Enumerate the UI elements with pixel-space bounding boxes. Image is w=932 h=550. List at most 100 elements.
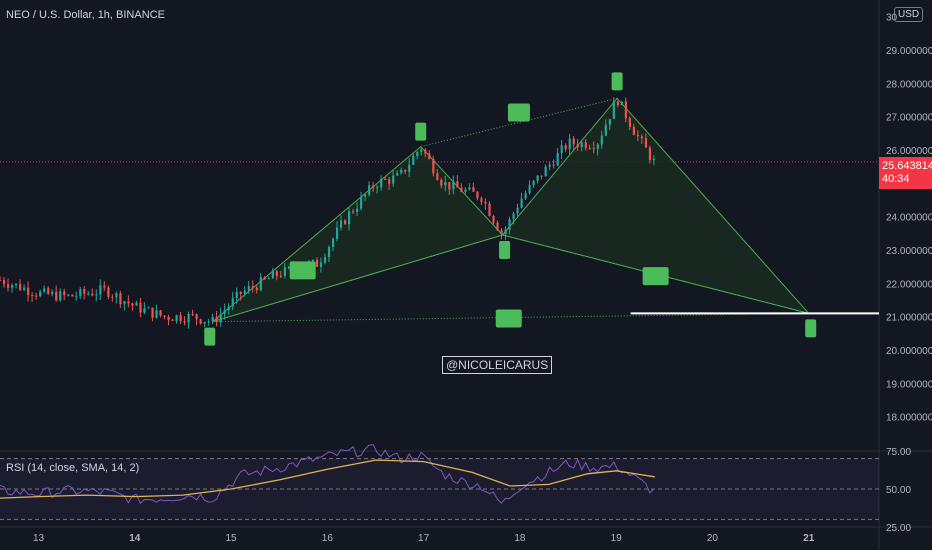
candle-body [179, 315, 182, 322]
candle-body [235, 291, 238, 299]
candle-body [564, 145, 567, 150]
leg-xd-ratio-marker [495, 309, 522, 328]
time-tick-label: 19 [611, 533, 623, 544]
rsi-pane: 25.00 50.00 75.00 [0, 444, 911, 534]
candle-body [628, 118, 632, 128]
candle-body [43, 288, 46, 292]
candle-body [416, 152, 419, 157]
price-tick-label: 24.000000 [886, 213, 932, 224]
pattern-markers [204, 72, 817, 346]
candle-body [271, 271, 274, 279]
candle-body [171, 319, 174, 321]
candle-body [63, 291, 66, 296]
candle-body [215, 316, 218, 323]
price-tick-label: 30 [886, 13, 898, 24]
candle-body [532, 180, 535, 186]
candle-body [348, 211, 351, 225]
candle-body [267, 278, 270, 280]
candle-body [59, 291, 62, 301]
candle-body [384, 178, 387, 180]
price-tick-label: 20.000000 [886, 346, 932, 357]
candle-body [279, 275, 283, 277]
pattern-point-b-marker [499, 241, 511, 259]
candle-body [319, 262, 323, 267]
candle-body [131, 303, 134, 306]
candle-body [71, 294, 74, 297]
candlestick-series [0, 97, 656, 329]
candle-body [243, 290, 246, 295]
candle-body [616, 101, 619, 106]
candle-body [440, 179, 443, 186]
candle-body [516, 207, 519, 214]
candle-body [67, 294, 70, 296]
candle-body [51, 291, 54, 294]
leg-ac-ratio-marker [507, 103, 530, 122]
price-tick-label: 21.000000 [886, 313, 932, 324]
candle-body [568, 138, 571, 150]
candle-body [159, 310, 162, 316]
candle-body [195, 314, 198, 320]
candle-body [476, 191, 479, 199]
candle-body [15, 283, 18, 286]
price-tick-label: 27.000000 [886, 113, 932, 124]
rsi-tick-label: 50.00 [886, 485, 911, 496]
candle-body [275, 271, 278, 276]
candle-body [504, 229, 507, 234]
time-tick-label: 20 [707, 533, 719, 544]
time-axis: 13 14 15 16 17 18 19 20 21 [33, 533, 815, 544]
candle-body [27, 287, 30, 295]
rsi-line [0, 444, 655, 505]
time-tick-label: 15 [225, 533, 237, 544]
candle-body [239, 291, 242, 295]
watermark-label: @NICOLEICARUS [442, 356, 553, 374]
candle-body [456, 181, 459, 188]
price-tick-label: 26.000000 [886, 146, 932, 157]
candle-body [540, 175, 543, 177]
candle-body [472, 187, 475, 192]
candle-body [335, 227, 339, 239]
candle-body [35, 295, 38, 297]
candle-body [644, 138, 648, 148]
candle-body [508, 219, 511, 230]
candle-body [207, 321, 210, 323]
pattern-leg [212, 234, 503, 323]
candle-body [139, 302, 142, 313]
candle-body [255, 287, 258, 291]
candle-body [95, 294, 98, 296]
rsi-indicator-label[interactable]: RSI (14, close, SMA, 14, 2) [6, 462, 140, 474]
candle-body [352, 211, 355, 213]
currency-button[interactable]: USD [894, 7, 924, 22]
candle-body [636, 135, 640, 137]
candle-body [183, 321, 186, 323]
candle-body [147, 307, 150, 309]
candle-body [380, 178, 383, 188]
candle-body [372, 185, 375, 189]
candle-body [596, 144, 599, 150]
candle-body [356, 208, 359, 212]
candle-body [55, 291, 58, 301]
pattern-leg [212, 312, 809, 323]
candle-body [119, 293, 122, 305]
candle-body [99, 285, 102, 295]
candle-body [560, 145, 563, 154]
candle-body [339, 220, 343, 228]
candle-body [520, 198, 523, 208]
candle-body [39, 291, 42, 297]
candle-body [111, 296, 114, 298]
candle-body [496, 222, 499, 231]
candle-body [572, 138, 575, 145]
price-tick-label: 23.000000 [886, 246, 932, 257]
candle-body [444, 182, 447, 186]
candle-body [211, 316, 214, 322]
candle-body [412, 156, 415, 165]
candle-body [263, 277, 266, 279]
candle-body [448, 182, 451, 190]
candle-body [588, 148, 591, 150]
current-price-tag: 25.643814 40:34 [879, 157, 932, 189]
ticker-title: NEO / U.S. Dollar, 1h, BINANCE [6, 9, 165, 21]
candle-body [11, 285, 14, 288]
candle-body [123, 301, 126, 305]
candle-body [432, 158, 435, 174]
candle-body [107, 287, 110, 297]
